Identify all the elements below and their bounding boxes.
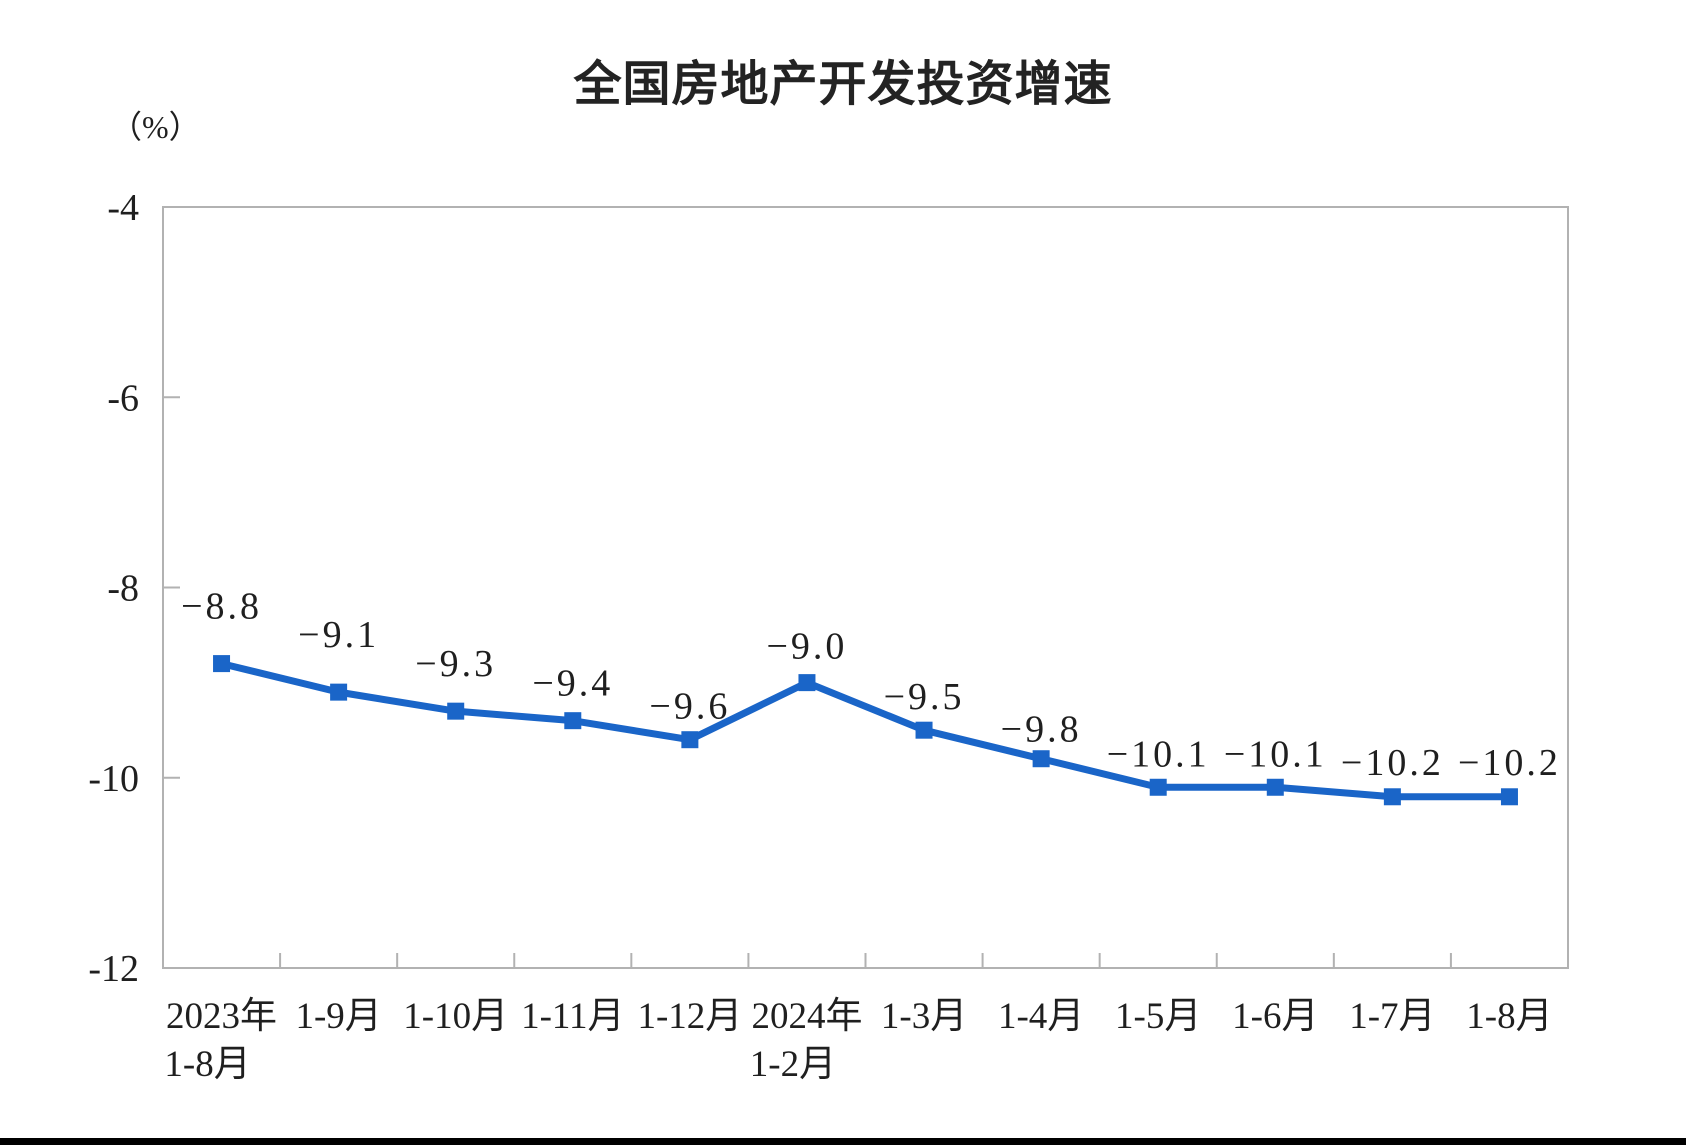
plot-area-border bbox=[162, 206, 1569, 969]
x-axis-label: 1-3月 bbox=[881, 996, 967, 1037]
x-axis-label-line2: 1-8月 bbox=[164, 1044, 250, 1085]
data-point-label: −9.8 bbox=[1001, 709, 1082, 751]
data-point-marker bbox=[915, 721, 933, 739]
x-axis-label: 2024年 bbox=[751, 995, 862, 1037]
data-point-label: −9.3 bbox=[415, 643, 496, 685]
data-point-label: −10.1 bbox=[1224, 733, 1327, 775]
data-point-marker bbox=[1266, 778, 1284, 796]
y-axis-unit-label: （%） bbox=[110, 109, 201, 145]
data-point-label: −10.2 bbox=[1341, 742, 1444, 784]
x-axis-label: 2023年 bbox=[166, 995, 277, 1037]
series-line bbox=[218, 660, 1513, 801]
x-axis-label: 1-10月 bbox=[403, 996, 508, 1037]
data-point-marker bbox=[330, 683, 348, 701]
data-point-marker bbox=[798, 674, 816, 692]
data-point-marker bbox=[1149, 778, 1167, 796]
data-point-label: −9.1 bbox=[298, 614, 379, 656]
y-axis-tick-label: -10 bbox=[88, 758, 139, 800]
x-axis-label: 1-7月 bbox=[1349, 996, 1435, 1037]
data-point-marker bbox=[447, 702, 465, 720]
data-point-marker bbox=[213, 655, 231, 673]
data-point-marker bbox=[564, 712, 582, 730]
y-axis-tick-label: -4 bbox=[107, 187, 139, 229]
chart-title: 全国房地产开发投资增速 bbox=[573, 58, 1113, 111]
data-point-label: −10.2 bbox=[1458, 742, 1561, 784]
data-point-label: −9.5 bbox=[884, 676, 965, 718]
x-axis-label: 1-6月 bbox=[1232, 996, 1318, 1037]
bottom-border-bar bbox=[0, 1138, 1686, 1145]
data-point-label: −9.6 bbox=[649, 686, 730, 728]
data-point-marker bbox=[681, 731, 699, 749]
y-axis-tick-label: -12 bbox=[88, 948, 139, 990]
x-axis-label: 1-12月 bbox=[637, 996, 742, 1037]
data-point-marker bbox=[1032, 750, 1050, 768]
data-point-label: −10.1 bbox=[1107, 733, 1210, 775]
x-axis-label-line2: 1-2月 bbox=[750, 1044, 836, 1085]
data-point-marker bbox=[1500, 788, 1518, 806]
data-point-marker bbox=[1383, 788, 1401, 806]
x-axis-label: 1-5月 bbox=[1115, 996, 1201, 1037]
y-axis-tick-label: -8 bbox=[107, 568, 139, 610]
x-axis-label: 1-11月 bbox=[521, 996, 624, 1037]
data-point-label: −9.4 bbox=[532, 663, 613, 705]
x-axis-label: 1-8月 bbox=[1466, 996, 1552, 1037]
y-axis-tick-label: -6 bbox=[107, 377, 139, 419]
x-axis-label: 1-9月 bbox=[295, 996, 381, 1037]
x-axis-label: 1-4月 bbox=[998, 996, 1084, 1037]
data-point-label: −8.8 bbox=[181, 586, 262, 628]
data-point-label: −9.0 bbox=[766, 626, 847, 668]
